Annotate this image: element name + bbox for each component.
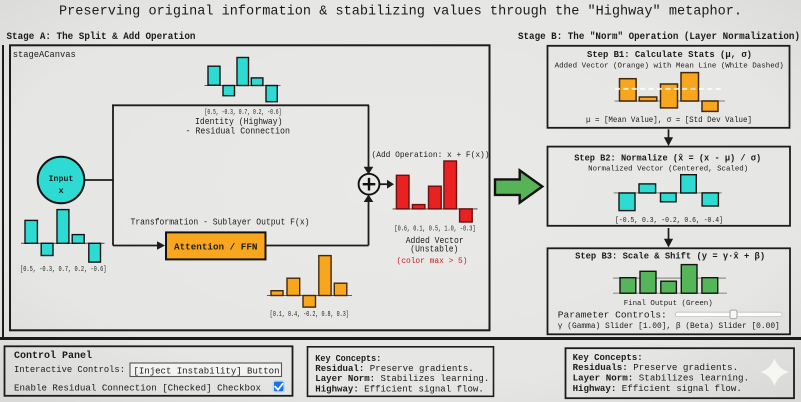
- svg-text:[0.5, -0.3, 0.7, 0.2, -0.6]: [0.5, -0.3, 0.7, 0.2, -0.6]: [205, 109, 282, 117]
- svg-text:Layer Norm:: Layer Norm:: [573, 374, 634, 384]
- svg-text:Step B1: Calculate Stats (μ, σ: Step B1: Calculate Stats (μ, σ): [587, 49, 752, 60]
- svg-text:Efficient signal flow.: Efficient signal flow.: [364, 384, 484, 394]
- svg-text:Parameter Controls:: Parameter Controls:: [558, 309, 667, 320]
- svg-text:Transformation - Sublayer Outp: Transformation - Sublayer Output F(x): [131, 218, 310, 228]
- svg-text:Normalized Vector (Centered, S: Normalized Vector (Centered, Scaled): [588, 165, 748, 173]
- svg-text:Residual:: Residual:: [315, 364, 364, 374]
- svg-text:Added Vector: Added Vector: [406, 236, 464, 246]
- svg-text:Step B3: Scale & Shift (y = γ·: Step B3: Scale & Shift (y = γ·x̂ + β): [575, 251, 765, 262]
- svg-text:Attention / FFN: Attention / FFN: [174, 242, 258, 253]
- svg-text:[0.5, -0.3, 0.7, 0.2, -0.6]: [0.5, -0.3, 0.7, 0.2, -0.6]: [20, 266, 107, 274]
- svg-text:[0.6, 0.1, 0.5, 1.0, -0.3]: [0.6, 0.1, 0.5, 1.0, -0.3]: [395, 226, 476, 234]
- svg-text:[Inject Instability] Button: [Inject Instability] Button: [134, 366, 280, 376]
- svg-text:Residuals:: Residuals:: [573, 363, 628, 373]
- svg-text:Input: Input: [49, 174, 74, 184]
- svg-text:Highway:: Highway:: [315, 384, 359, 394]
- svg-text:Highway:: Highway:: [573, 384, 617, 394]
- svg-text:Preserving original informatio: Preserving original information & stabil…: [59, 4, 742, 19]
- svg-text:(Unstable): (Unstable): [410, 245, 458, 255]
- svg-text:Added Vector (Orange) with Mea: Added Vector (Orange) with Mean Line (Wh…: [555, 62, 784, 70]
- svg-text:γ (Gamma) Slider [1.00], β (Be: γ (Gamma) Slider [1.00], β (Beta) Slider…: [558, 321, 780, 331]
- svg-text:Key Concepts:: Key Concepts:: [315, 354, 381, 364]
- svg-text:[0.1, 0.4, -0.2, 0.8, 0.3]: [0.1, 0.4, -0.2, 0.8, 0.3]: [270, 311, 349, 319]
- svg-text:Preserve gradients.: Preserve gradients.: [633, 363, 738, 373]
- svg-text:Step B2: Normalize (x̂ = (x -: Step B2: Normalize (x̂ = (x - μ) / σ): [574, 152, 761, 163]
- svg-text:Preserve gradients.: Preserve gradients.: [370, 364, 474, 374]
- svg-text:Key Concepts:: Key Concepts:: [573, 353, 643, 363]
- svg-text:(color max > 5): (color max > 5): [397, 256, 468, 266]
- svg-text:Identity (Highway): Identity (Highway): [195, 117, 283, 127]
- svg-text:Stabilizes learning.: Stabilizes learning.: [381, 374, 490, 384]
- svg-text:[-0.5, 0.3, -0.2, 0.6, -0.4]: [-0.5, 0.3, -0.2, 0.6, -0.4]: [615, 217, 723, 225]
- svg-text:Stage A: The Split & Add Opera: Stage A: The Split & Add Operation: [7, 31, 196, 43]
- svg-text:Control Panel: Control Panel: [14, 350, 92, 361]
- svg-text:- Residual Connection: - Residual Connection: [186, 127, 291, 137]
- svg-text:x: x: [59, 186, 64, 196]
- svg-text:Stage B: The "Norm" Operation: Stage B: The "Norm" Operation (Layer Nor…: [518, 31, 800, 43]
- svg-text:Layer Norm:: Layer Norm:: [315, 374, 375, 384]
- svg-text:Efficient signal flow.: Efficient signal flow.: [622, 384, 742, 394]
- svg-text:stageACanvas: stageACanvas: [13, 49, 76, 60]
- svg-text:μ = [Mean Value], σ = [Std Dev: μ = [Mean Value], σ = [Std Dev Value]: [586, 116, 752, 125]
- svg-text:(Add Operation: x + F(x)): (Add Operation: x + F(x)): [372, 150, 490, 160]
- svg-text:Enable Residual Connection [Ch: Enable Residual Connection [Checked] Che…: [14, 383, 261, 393]
- svg-text:Final Output (Green): Final Output (Green): [624, 300, 713, 308]
- svg-text:Stabilizes learning.: Stabilizes learning.: [639, 374, 749, 384]
- svg-text:Interactive Controls:: Interactive Controls:: [14, 365, 125, 375]
